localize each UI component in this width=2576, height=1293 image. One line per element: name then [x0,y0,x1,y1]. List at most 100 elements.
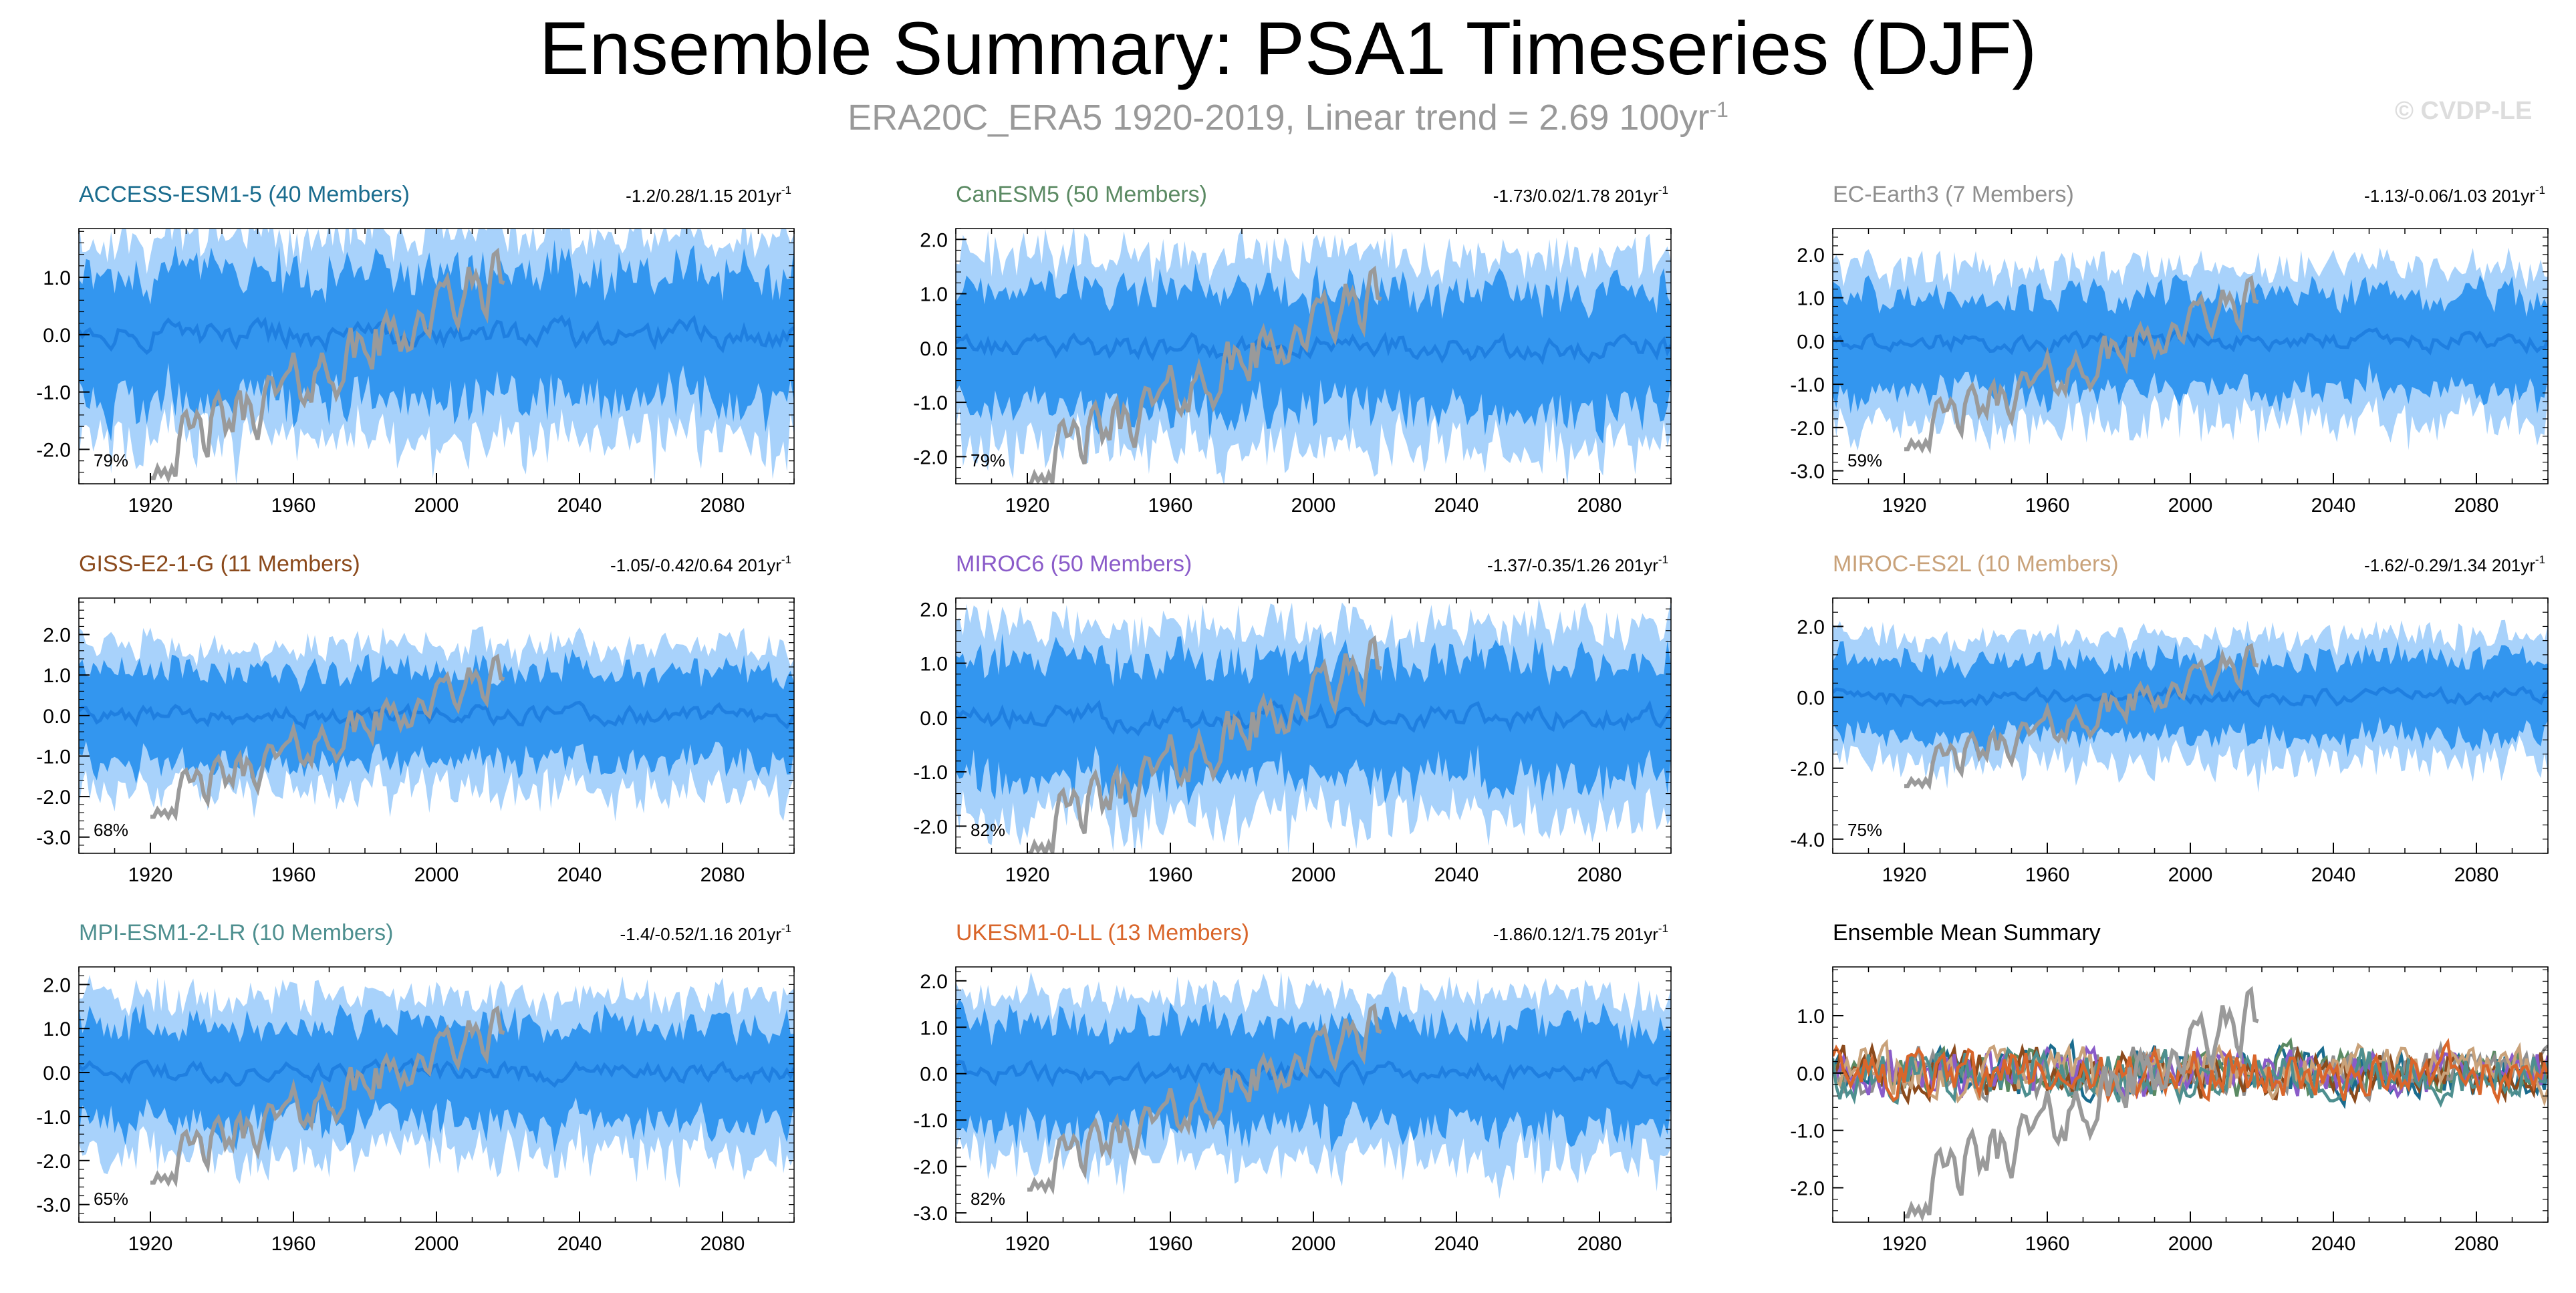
ensemble-spread-inner [956,632,1671,806]
y-tick-label: 0.0 [43,1062,71,1085]
y-tick-label: -2.0 [913,816,948,838]
panel-stats: -1.86/0.12/1.75 201yr-1 [1493,922,1668,944]
observed-line [1904,275,2259,454]
x-tick-label: 2000 [414,494,459,517]
x-tick-label: 2040 [1434,494,1479,517]
x-tick-label: 1960 [2025,864,2070,886]
panel-title: GISS-E2-1-G (11 Members) [79,551,360,577]
x-tick-label: 1960 [1148,494,1193,517]
copyright-watermark: © CVDP-LE [2395,97,2533,125]
panel-stats-text: -1.05/-0.42/0.64 201yr [610,555,781,575]
panel-6: MPI-ESM1-2-LR (10 Members) -1.4/-0.52/1.1… [36,920,795,1255]
x-tick-label: 1960 [271,864,316,886]
y-tick-label: 2.0 [920,971,948,993]
y-tick-label: -2.0 [1790,1177,1825,1199]
y-tick-label: 0.0 [1797,1063,1825,1085]
panel-title: EC-Earth3 (7 Members) [1833,182,2074,207]
ensemble-mean-line [956,1058,1671,1091]
y-tick-label: 1.0 [43,665,71,687]
panel-title: Ensemble Mean Summary [1833,920,2101,946]
observed-line [150,247,505,484]
panel-stats: -1.73/0.02/1.78 201yr-1 [1493,184,1668,206]
observed-line [1027,1002,1382,1195]
ensemble-mean-line [956,331,1671,366]
panel-stats-superscript: -1 [781,553,791,566]
panel-2: EC-Earth3 (7 Members) -1.13/-0.06/1.03 20… [1790,182,2549,517]
panel-title: MIROC6 (50 Members) [956,551,1192,577]
ensemble-mean-series [1833,1046,2548,1108]
y-tick-label: -1.0 [36,1107,71,1129]
panel-percent: 82% [971,820,1005,840]
panel-stats: -1.37/-0.35/1.26 201yr-1 [1487,553,1668,575]
panel-stats-superscript: -1 [781,922,791,935]
ensemble-mean-line [79,1057,794,1089]
y-tick-label: -1.0 [36,382,71,404]
x-tick-label: 2000 [1291,864,1336,886]
y-tick-label: -2.0 [36,439,71,461]
subtitle-superscript: -1 [1709,98,1728,122]
y-tick-label: 0.0 [43,706,71,728]
figure-subtitle: ERA20C_ERA5 1920-2019, Linear trend = 2.… [0,97,2576,138]
x-tick-label: 2080 [2454,864,2499,886]
ensemble-mean-line [956,700,1671,736]
panel-stats-text: -1.86/0.12/1.75 201yr [1493,924,1659,944]
x-tick-label: 1960 [2025,494,2070,517]
ensemble-mean-line [79,314,794,355]
x-tick-label: 1920 [1005,864,1050,886]
ensemble-mean-line [79,700,794,730]
ensemble-mean-series [1833,1038,2548,1105]
panel-percent: 68% [94,820,128,840]
x-tick-label: 2080 [700,494,745,517]
observed-line [150,654,505,822]
y-tick-label: -1.0 [913,1110,948,1132]
panel-stats-superscript: -1 [2535,184,2545,196]
x-tick-label: 2000 [414,864,459,886]
panel-stats-text: -1.4/-0.52/1.16 201yr [620,924,781,944]
panel-stats-text: -1.2/0.28/1.15 201yr [626,186,781,206]
panel-8: Ensemble Mean Summary 1920 1960 2000 2040 208… [1790,920,2549,1255]
panel-7: UKESM1-0-LL (13 Members) -1.86/0.12/1.75 … [913,920,1672,1255]
y-tick-label: 2.0 [920,599,948,621]
panel-stats-text: -1.13/-0.06/1.03 201yr [2364,186,2535,206]
ensemble-spread-inner [956,998,1671,1153]
x-tick-label: 1960 [271,494,316,517]
ensemble-mean-line [1833,686,2548,708]
panel-stats: -1.2/0.28/1.15 201yr-1 [626,184,791,206]
panel-4: MIROC6 (50 Members) -1.37/-0.35/1.26 201y… [913,551,1672,886]
y-tick-label: 1.0 [1797,288,1825,310]
x-tick-label: 1960 [1148,864,1193,886]
y-tick-label: -2.0 [913,1157,948,1179]
panel-percent: 79% [971,450,1005,470]
y-tick-label: -2.0 [913,446,948,468]
y-tick-label: -2.0 [1790,758,1825,780]
y-tick-label: 1.0 [43,1018,71,1040]
panel-title: MPI-ESM1-2-LR (10 Members) [79,920,393,946]
panel-title: ACCESS-ESM1-5 (40 Members) [79,182,410,207]
panel-percent: 82% [971,1189,1005,1209]
ensemble-spread-inner [956,263,1671,444]
x-tick-label: 1960 [271,1233,316,1255]
x-tick-label: 2080 [700,864,745,886]
y-tick-label: -1.0 [1790,374,1825,396]
y-tick-label: 1.0 [920,284,948,306]
ensemble-spread-inner [79,649,794,784]
plot-frame [1832,966,2549,1223]
panel-3: GISS-E2-1-G (11 Members) -1.05/-0.42/0.64… [36,551,795,886]
x-tick-label: 2040 [557,864,602,886]
y-tick-label: -3.0 [913,1203,948,1225]
observed-line [150,1005,505,1188]
x-tick-label: 2000 [1291,494,1336,517]
ensemble-mean-line [1833,327,2548,355]
panel-stats-superscript: -1 [1658,922,1668,935]
y-tick-label: -3.0 [36,1195,71,1217]
x-tick-label: 1920 [1005,494,1050,517]
x-tick-label: 2000 [2168,1233,2213,1255]
observed-line [1904,986,2259,1222]
panel-stats: -1.05/-0.42/0.64 201yr-1 [610,553,791,575]
x-tick-label: 1920 [128,864,173,886]
y-tick-label: 2.0 [43,625,71,647]
panel-stats-text: -1.62/-0.29/1.34 201yr [2364,555,2535,575]
x-tick-label: 1960 [2025,1233,2070,1255]
y-tick-label: 1.0 [1797,1006,1825,1028]
